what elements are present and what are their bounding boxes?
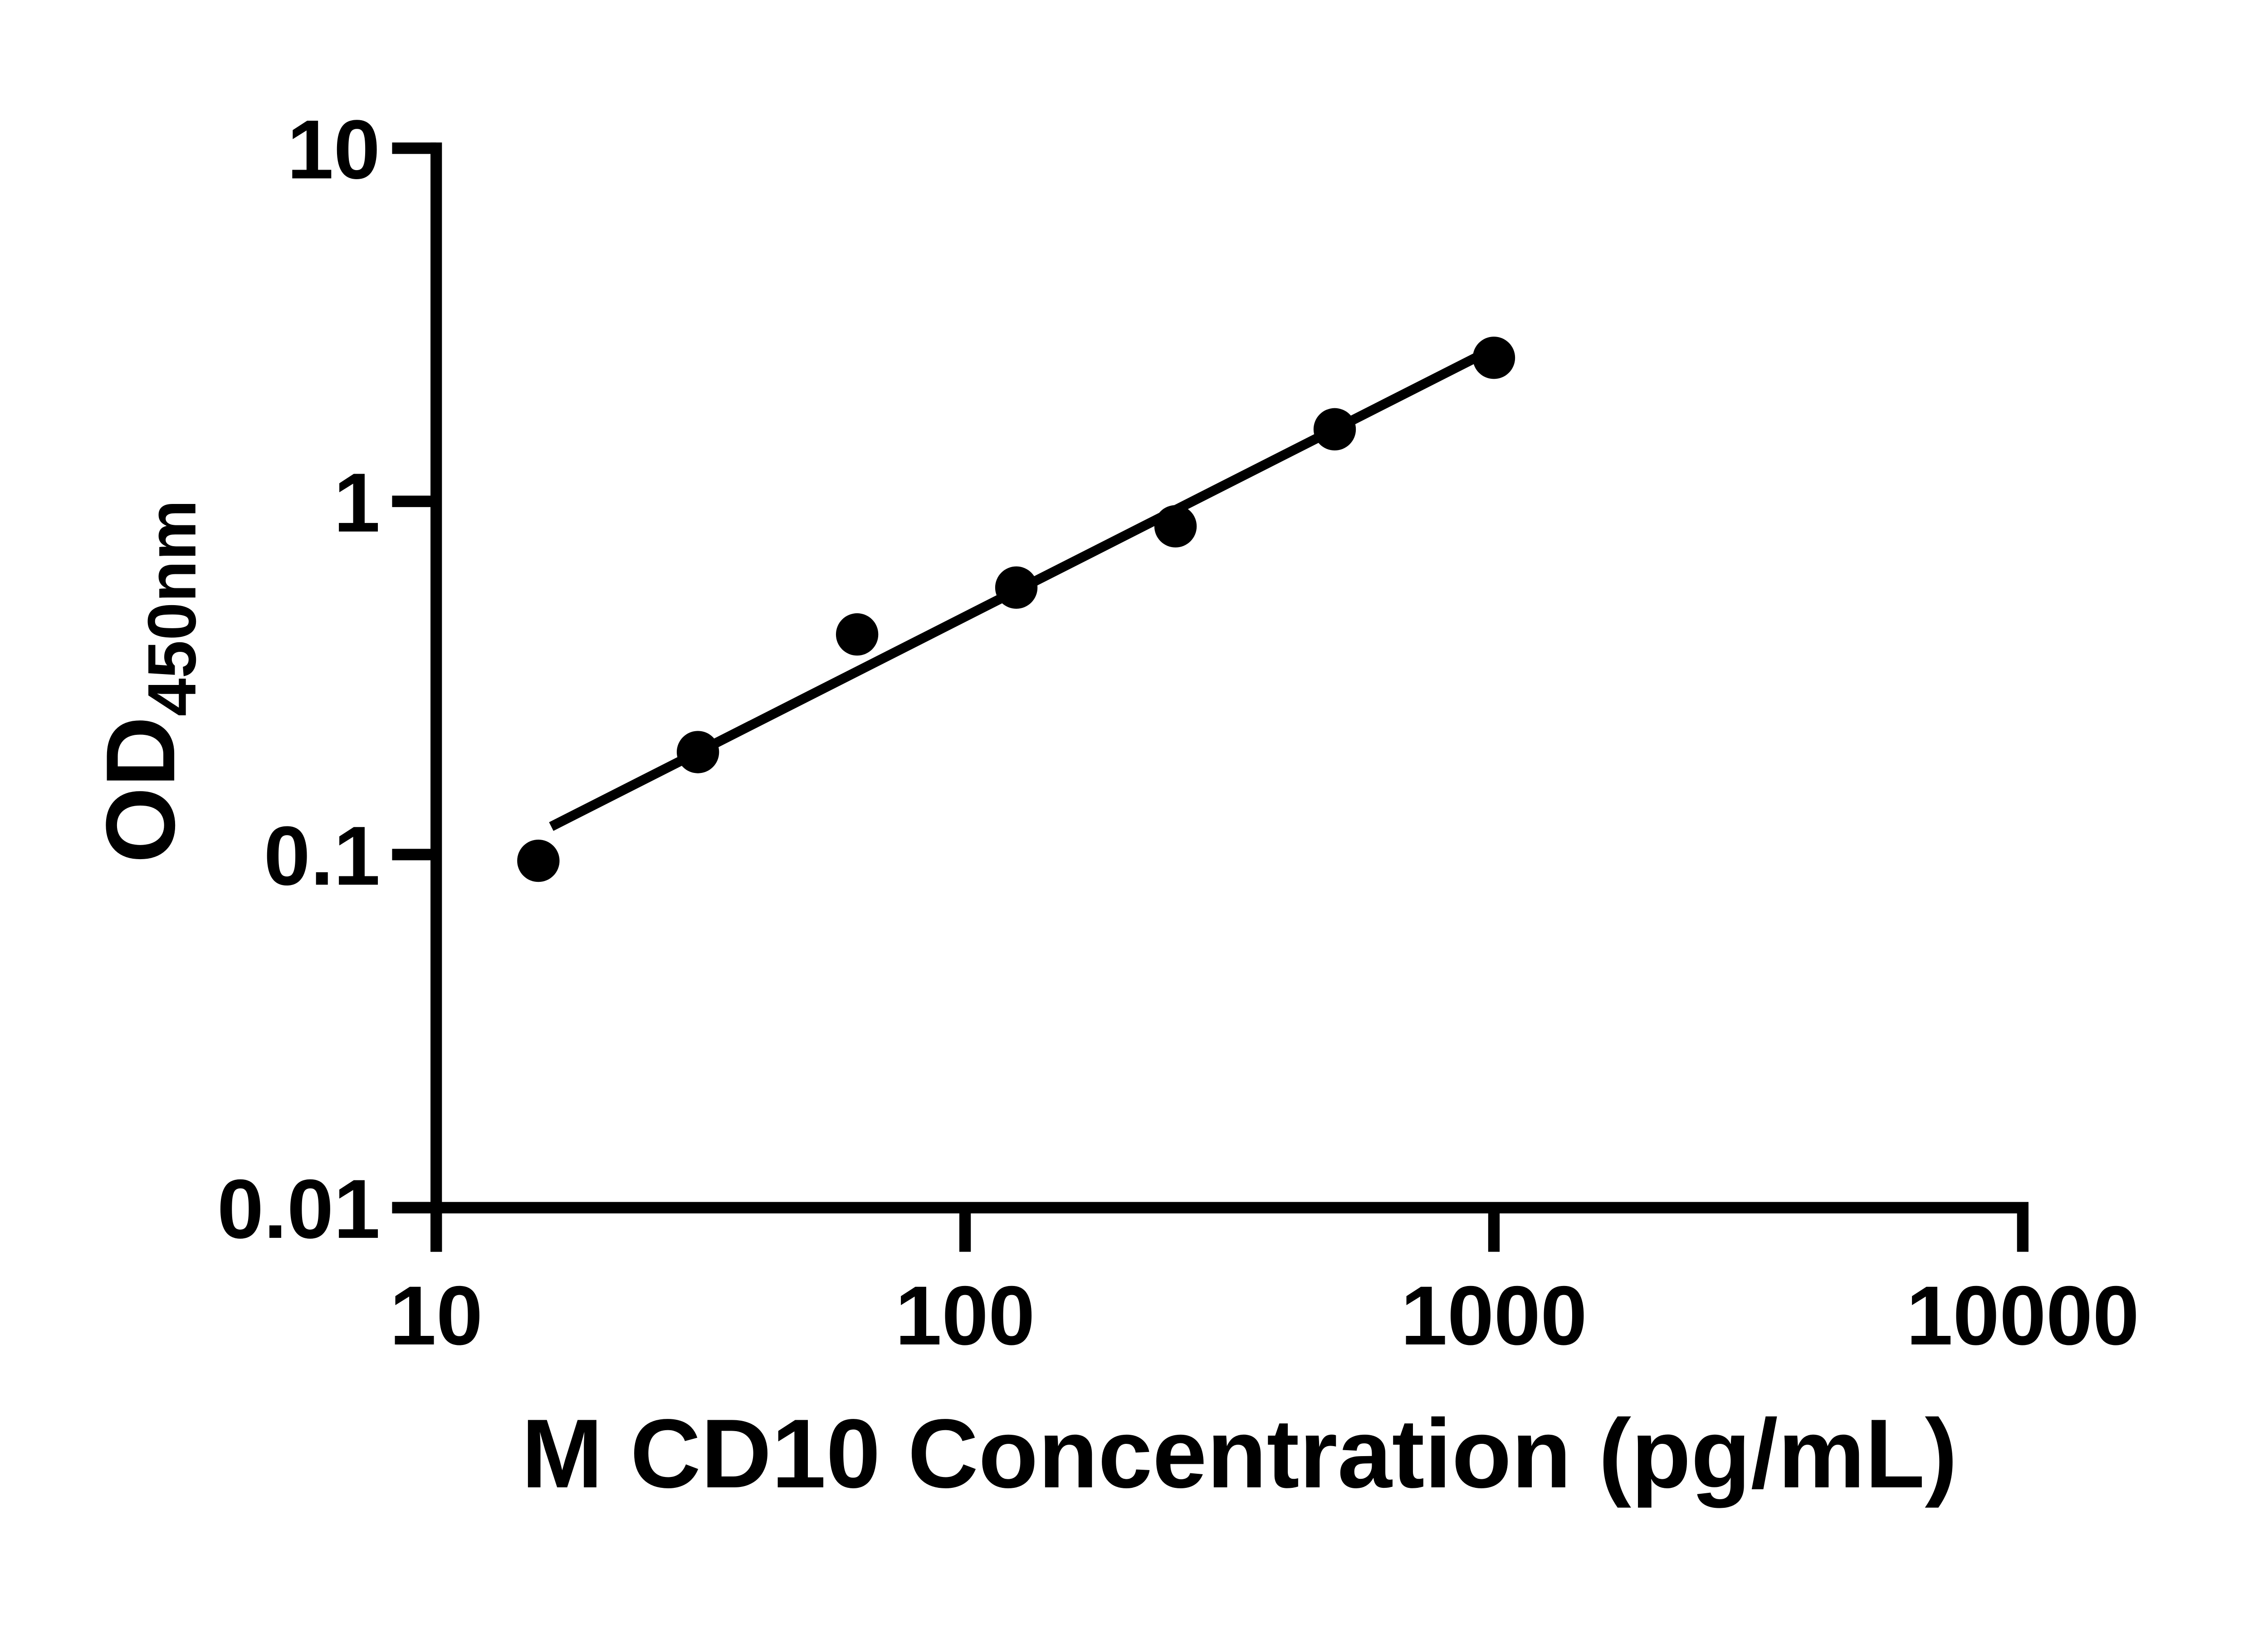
data-point [676,731,719,773]
elisa-standard-curve-figure: 10 1 0.1 0.01 10 100 1000 10000 M CD10 Concent… [0,0,2268,1588]
x-tick-labels: 10 100 1000 10000 [390,1269,2139,1363]
y-ticks [392,142,436,1214]
y-tick-label: 1 [333,456,380,550]
y-axis-title-subscript: 450nm [134,500,210,717]
y-axis-title-main: OD [86,716,195,863]
data-point [995,566,1038,609]
x-tick-label: 10000 [1906,1269,2139,1363]
data-point [1472,337,1515,379]
y-tick-label: 10 [287,103,381,196]
y-tick-label: 0.01 [217,1163,381,1256]
x-tick-label: 1000 [1401,1269,1587,1363]
x-axis-title: M CD10 Concentration (pg/mL) [521,1399,1957,1508]
data-point [517,839,560,882]
y-axis-title: OD450nm [86,500,210,863]
plot-background [0,0,2268,1588]
y-tick-labels: 10 1 0.1 0.01 [217,103,381,1256]
data-point [1313,408,1356,451]
x-tick-label: 100 [895,1269,1035,1363]
x-tick-label: 10 [390,1269,483,1363]
data-point [836,613,879,656]
data-points [517,337,1515,882]
data-point [1154,505,1197,548]
x-ticks [430,1208,2028,1252]
elisa-standard-curve-chart: 10 1 0.1 0.01 10 100 1000 10000 M CD10 Concent… [0,0,2268,1588]
y-tick-label: 0.1 [264,809,380,903]
